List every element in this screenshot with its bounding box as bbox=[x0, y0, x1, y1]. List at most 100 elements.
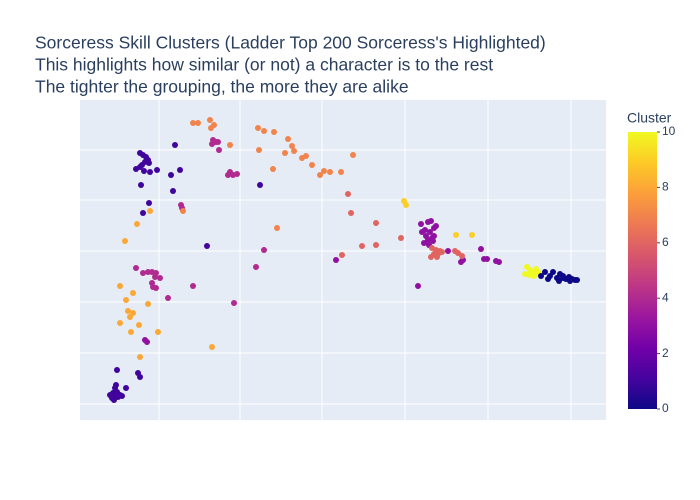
point bbox=[137, 354, 143, 360]
point bbox=[170, 188, 176, 194]
point bbox=[428, 218, 434, 224]
point bbox=[545, 276, 551, 282]
point bbox=[153, 285, 159, 291]
point bbox=[373, 242, 379, 248]
point bbox=[208, 125, 214, 131]
point bbox=[123, 385, 129, 391]
point bbox=[419, 229, 425, 235]
point bbox=[428, 254, 434, 260]
point bbox=[338, 169, 344, 175]
point bbox=[154, 167, 160, 173]
point bbox=[147, 208, 153, 214]
point bbox=[453, 232, 459, 238]
point bbox=[133, 265, 139, 271]
point bbox=[147, 169, 153, 175]
point bbox=[227, 142, 233, 148]
point bbox=[560, 273, 566, 279]
point bbox=[327, 169, 333, 175]
point bbox=[141, 168, 147, 174]
point bbox=[434, 254, 440, 260]
point bbox=[136, 322, 142, 328]
point bbox=[291, 148, 297, 154]
point bbox=[145, 301, 151, 307]
point bbox=[350, 152, 356, 158]
point bbox=[134, 221, 140, 227]
point bbox=[119, 393, 125, 399]
point bbox=[418, 221, 424, 227]
point bbox=[168, 172, 174, 178]
point bbox=[195, 120, 201, 126]
point bbox=[125, 308, 131, 314]
point bbox=[289, 143, 295, 149]
point bbox=[261, 128, 267, 134]
point bbox=[113, 382, 119, 388]
point bbox=[165, 295, 171, 301]
point bbox=[146, 160, 152, 166]
colorbar-tick-label: 4 bbox=[662, 290, 669, 304]
point bbox=[225, 172, 231, 178]
point bbox=[216, 147, 222, 153]
point bbox=[538, 273, 544, 279]
colorbar-tick-label: 2 bbox=[662, 346, 669, 360]
point bbox=[542, 269, 548, 275]
point bbox=[123, 297, 129, 303]
point bbox=[431, 233, 437, 239]
point bbox=[359, 243, 365, 249]
point bbox=[271, 129, 277, 135]
point bbox=[567, 278, 573, 284]
point bbox=[130, 290, 136, 296]
point bbox=[137, 374, 143, 380]
point bbox=[309, 162, 315, 168]
point bbox=[190, 120, 196, 126]
point bbox=[430, 238, 436, 244]
point bbox=[256, 147, 262, 153]
point bbox=[261, 247, 267, 253]
point bbox=[303, 153, 309, 159]
point bbox=[177, 167, 183, 173]
point bbox=[550, 269, 556, 275]
point bbox=[439, 249, 445, 255]
point bbox=[415, 283, 421, 289]
point bbox=[215, 139, 221, 145]
chart-subtitle: The tighter the grouping, the more they … bbox=[35, 77, 409, 97]
point bbox=[339, 252, 345, 258]
point bbox=[255, 125, 261, 131]
point bbox=[317, 172, 323, 178]
point bbox=[133, 166, 139, 172]
point bbox=[531, 273, 537, 279]
point bbox=[138, 182, 144, 188]
point bbox=[209, 141, 215, 147]
point bbox=[140, 210, 146, 216]
colorbar bbox=[628, 132, 657, 409]
point bbox=[180, 208, 186, 214]
point bbox=[207, 117, 213, 123]
point bbox=[433, 223, 439, 229]
colorbar-tick-label: 8 bbox=[662, 180, 669, 194]
point bbox=[190, 283, 196, 289]
point bbox=[257, 182, 263, 188]
point bbox=[117, 320, 123, 326]
point bbox=[285, 136, 291, 142]
point bbox=[117, 283, 123, 289]
point bbox=[348, 210, 354, 216]
point bbox=[345, 191, 351, 197]
point bbox=[445, 248, 451, 254]
point bbox=[157, 275, 163, 281]
point bbox=[459, 253, 465, 259]
point bbox=[204, 243, 210, 249]
point bbox=[469, 232, 475, 238]
point bbox=[496, 259, 502, 265]
point bbox=[321, 168, 327, 174]
colorbar-tick-label: 6 bbox=[662, 235, 669, 249]
point bbox=[114, 367, 120, 373]
colorbar-tick-label: 0 bbox=[662, 401, 669, 415]
plot-background bbox=[80, 100, 606, 420]
point bbox=[484, 256, 490, 262]
point bbox=[373, 220, 379, 226]
point bbox=[209, 344, 215, 350]
point bbox=[234, 171, 240, 177]
point bbox=[231, 300, 237, 306]
point bbox=[421, 240, 427, 246]
point bbox=[522, 271, 528, 277]
